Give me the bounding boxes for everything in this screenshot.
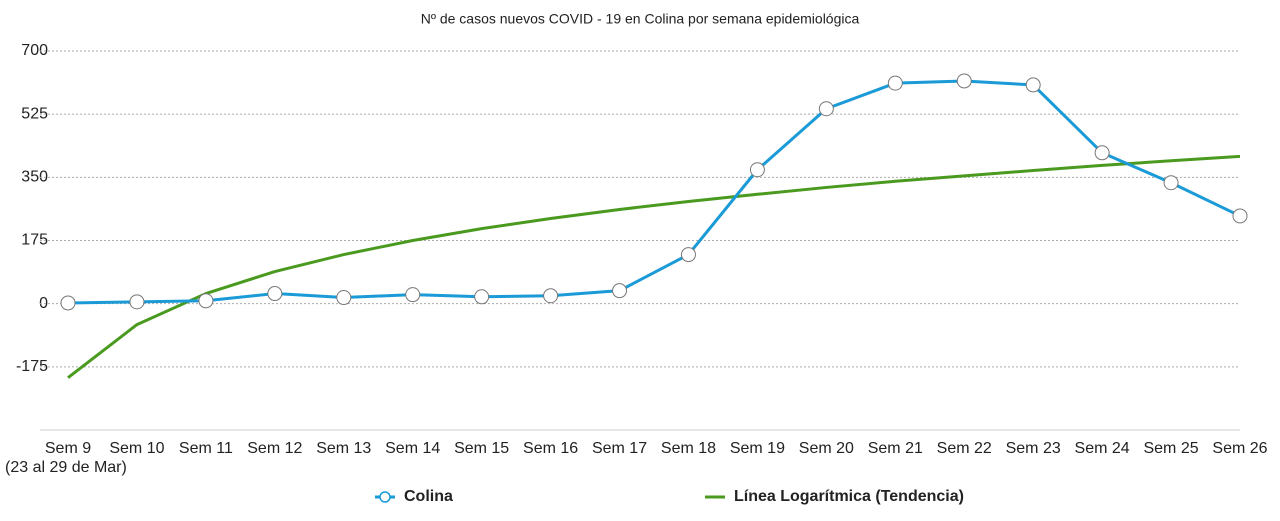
point [474, 289, 490, 305]
x-tick-label: Sem 21 [868, 440, 923, 457]
x-tick-label: Sem 14 [385, 440, 440, 457]
y-tick-label: 350 [21, 169, 48, 186]
point [1232, 208, 1248, 224]
point [129, 294, 145, 310]
x-tick-label: Sem 18 [661, 440, 716, 457]
point [818, 101, 834, 117]
x-tick-label: Sem 10 [109, 440, 164, 457]
point [198, 293, 214, 309]
y-tick-label: 700 [21, 42, 48, 59]
point [405, 287, 421, 303]
x-tick-label: Sem 19 [730, 440, 785, 457]
point [336, 290, 352, 306]
point [749, 162, 765, 178]
chart-title: Nº de casos nuevos COVID - 19 en Colina … [421, 11, 860, 27]
point [887, 75, 903, 91]
x-tick-label: Sem 15 [454, 440, 509, 457]
x-tick-label: Sem 20 [799, 440, 854, 457]
y-tick-label: 0 [39, 295, 48, 312]
x-tick-label: Sem 13 [316, 440, 371, 457]
x-tick-label: Sem 25 [1143, 440, 1198, 457]
point [956, 73, 972, 89]
x-annotation: (23 al 29 de Mar) [5, 459, 127, 476]
x-tick-label: Sem 12 [247, 440, 302, 457]
y-tick-label: 525 [21, 105, 48, 122]
point [680, 247, 696, 263]
x-tick-label: Sem 26 [1212, 440, 1267, 457]
legend-label: Línea Logarítmica (Tendencia) [734, 488, 964, 505]
x-tick-label: Sem 23 [1006, 440, 1061, 457]
legend-label: Colina [404, 488, 453, 505]
point [267, 286, 283, 302]
point [1094, 145, 1110, 161]
x-tick-label: Sem 22 [937, 440, 992, 457]
point [60, 295, 76, 311]
x-tick-label: Sem 9 [45, 440, 91, 457]
legend-marker [379, 491, 391, 503]
series-line [67, 154, 1241, 379]
x-tick-label: Sem 24 [1075, 440, 1130, 457]
point [612, 283, 628, 299]
x-tick-label: Sem 11 [179, 440, 233, 457]
point [1163, 175, 1179, 191]
y-tick-label: -175 [16, 358, 48, 375]
x-tick-label: Sem 17 [592, 440, 647, 457]
series-line [67, 79, 1241, 305]
point [1025, 77, 1041, 93]
point [543, 288, 559, 304]
x-tick-label: Sem 16 [523, 440, 578, 457]
y-tick-label: 175 [21, 232, 48, 249]
